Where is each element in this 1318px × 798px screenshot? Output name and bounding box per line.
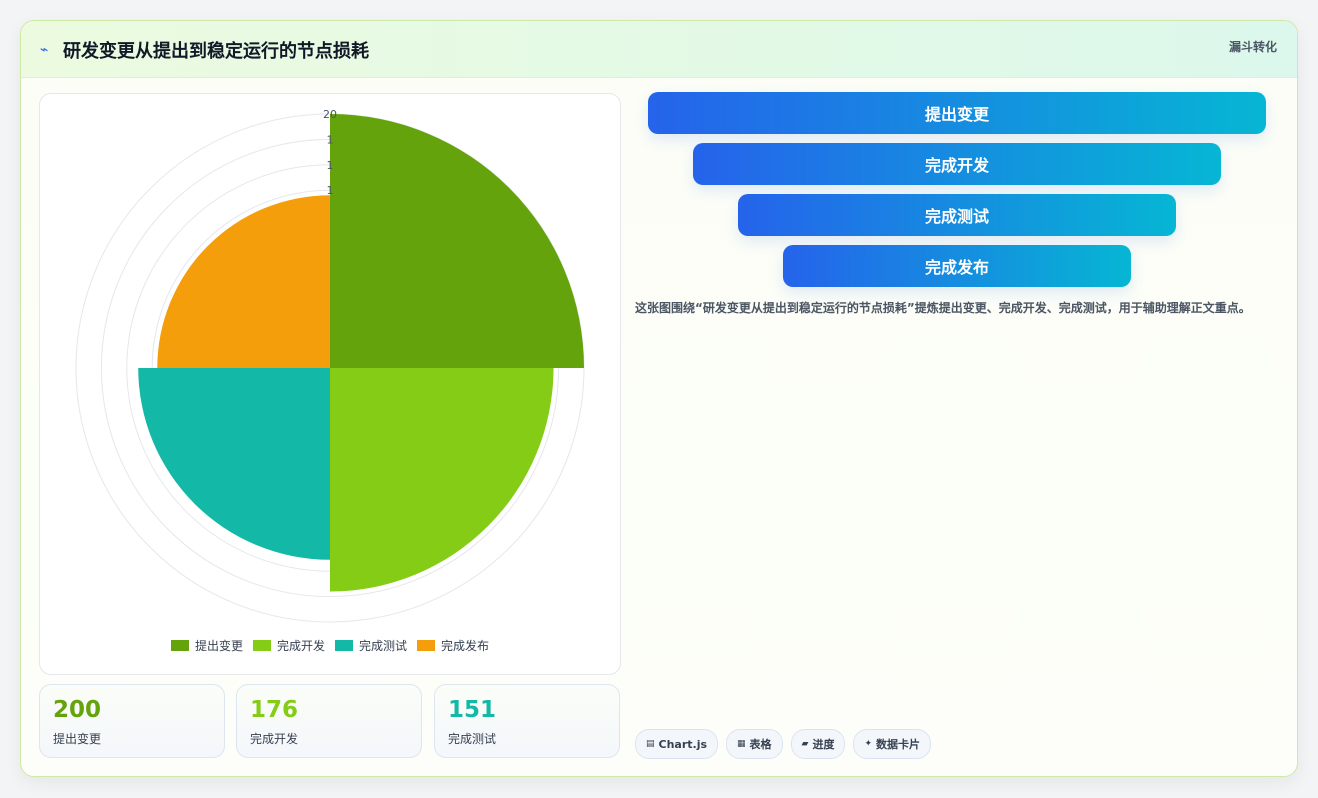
stat-label: 提出变更 xyxy=(53,732,102,746)
polar-sector[interactable] xyxy=(157,195,330,368)
legend-item[interactable]: 完成测试 xyxy=(335,637,407,654)
progress-icon: ▰ xyxy=(801,739,809,749)
chip-label: 表格 xyxy=(749,738,772,751)
stat-label: 完成测试 xyxy=(448,732,497,746)
stat-card: 151 完成测试 xyxy=(434,684,620,758)
polar-area-chart: 20 1 1 1 xyxy=(75,108,585,623)
stat-value: 176 xyxy=(250,697,299,723)
legend-swatch xyxy=(170,640,189,651)
stat-card: 200 提出变更 xyxy=(39,684,225,758)
legend-swatch xyxy=(252,640,271,651)
chip-progress[interactable]: ▰ 进度 xyxy=(790,729,846,759)
legend-swatch xyxy=(417,640,436,651)
legend-label: 完成开发 xyxy=(276,639,325,653)
legend-item[interactable]: 完成发布 xyxy=(417,637,489,654)
legend-label: 提出变更 xyxy=(194,639,243,653)
chart-description: 这张图围绕“研发变更从提出到稳定运行的节点损耗”提炼提出变更、完成开发、完成测试… xyxy=(635,301,1251,315)
chip-label: Chart.js xyxy=(658,737,708,751)
chip-label: 数据卡片 xyxy=(876,738,921,751)
polar-chart-panel: 20 1 1 1 提出变更 完成开发 完成测试 完成发布 xyxy=(39,93,621,675)
legend-item[interactable]: 提出变更 xyxy=(170,637,243,654)
chip-chartjs[interactable]: ▤ Chart.js xyxy=(635,729,719,759)
chip-data-card[interactable]: ✦ 数据卡片 xyxy=(853,729,932,759)
tech-chips: ▤ Chart.js ▦ 表格 ▰ 进度 ✦ 数据卡片 xyxy=(635,729,932,759)
chip-table[interactable]: ▦ 表格 xyxy=(726,729,783,759)
polar-sector[interactable] xyxy=(330,368,554,592)
card-icon: ✦ xyxy=(864,739,873,749)
tick-label: 20 xyxy=(323,108,337,121)
funnel-step[interactable]: 完成开发 xyxy=(693,143,1221,185)
funnel-step[interactable]: 完成测试 xyxy=(738,194,1176,236)
stat-label: 完成开发 xyxy=(250,732,299,746)
tick-label: 1 xyxy=(327,133,334,146)
polar-sector[interactable] xyxy=(330,114,584,368)
legend-swatch xyxy=(335,640,353,651)
funnel-step[interactable]: 完成发布 xyxy=(783,245,1131,287)
funnel-step[interactable]: 提出变更 xyxy=(648,92,1266,134)
chart-legend: 提出变更 完成开发 完成测试 完成发布 xyxy=(40,637,620,654)
stat-value: 151 xyxy=(448,697,497,723)
card-header: ⌁ 研发变更从提出到稳定运行的节点损耗 漏斗转化 xyxy=(21,21,1297,78)
chart-card: ⌁ 研发变更从提出到稳定运行的节点损耗 漏斗转化 20 1 1 1 提出变更 完成开发… xyxy=(20,20,1298,777)
page-title: 研发变更从提出到稳定运行的节点损耗 xyxy=(63,41,369,62)
stat-value: 200 xyxy=(53,697,102,723)
legend-label: 完成发布 xyxy=(441,639,490,653)
tick-label: 1 xyxy=(327,184,334,197)
legend-item[interactable]: 完成开发 xyxy=(252,637,325,654)
polar-sector[interactable] xyxy=(138,368,330,560)
table-icon: ▦ xyxy=(737,739,746,749)
tick-label: 1 xyxy=(327,159,334,172)
chart-type-tag: 漏斗转化 xyxy=(1228,40,1277,54)
chip-label: 进度 xyxy=(812,738,835,751)
lightning-icon: ⌁ xyxy=(40,42,49,58)
legend-label: 完成测试 xyxy=(359,639,408,653)
chart-icon: ▤ xyxy=(646,739,655,749)
stat-card: 176 完成开发 xyxy=(236,684,422,758)
